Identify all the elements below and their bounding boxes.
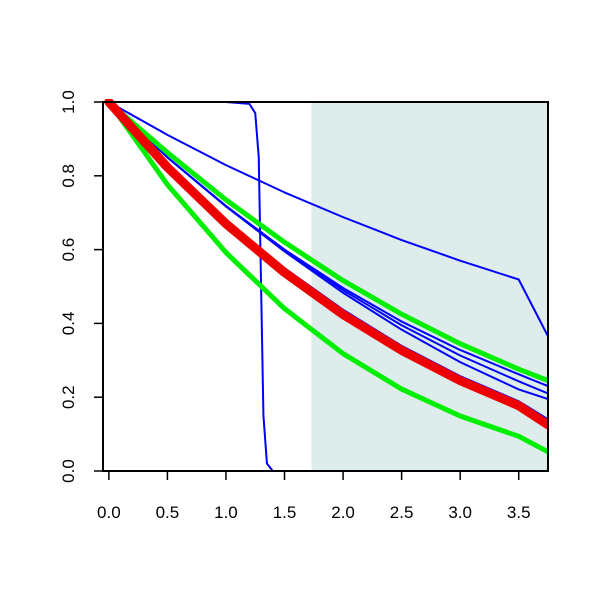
- x-tick-label: 3.0: [448, 503, 472, 522]
- y-tick-label: 0.6: [59, 238, 78, 262]
- series-line-5: [107, 101, 548, 401]
- series-layer: [104, 99, 548, 471]
- shaded-region-layer: [311, 102, 548, 471]
- x-axis: 0.0 0.5 1.0 1.5 2.0 2.5 3.0 3.5: [97, 471, 531, 522]
- x-tick-label: 2.5: [390, 503, 414, 522]
- series-line-2: [107, 101, 548, 338]
- y-tick-label: 1.0: [59, 90, 78, 114]
- series-line-8: [106, 99, 548, 455]
- y-tick-label: 0.4: [59, 312, 78, 336]
- x-tick-label: 1.0: [214, 503, 238, 522]
- series-line-7: [106, 99, 548, 384]
- y-tick-label: 0.0: [59, 459, 78, 483]
- x-tick-label: 3.5: [507, 503, 531, 522]
- x-tick-label: 0.5: [156, 503, 180, 522]
- x-tick-label: 1.5: [273, 503, 297, 522]
- y-tick-label: 0.8: [59, 164, 78, 188]
- plot-frame-layer: [102, 101, 549, 472]
- x-tick-label: 2.0: [331, 503, 355, 522]
- y-tick-label: 0.2: [59, 385, 78, 409]
- x-tick-label: 0.0: [97, 503, 121, 522]
- series-line-9: [104, 99, 548, 430]
- y-axis: 0.0 0.2 0.4 0.6 0.8 1.0: [59, 90, 103, 483]
- plot-frame: [102, 101, 549, 472]
- shaded-region: [311, 102, 548, 471]
